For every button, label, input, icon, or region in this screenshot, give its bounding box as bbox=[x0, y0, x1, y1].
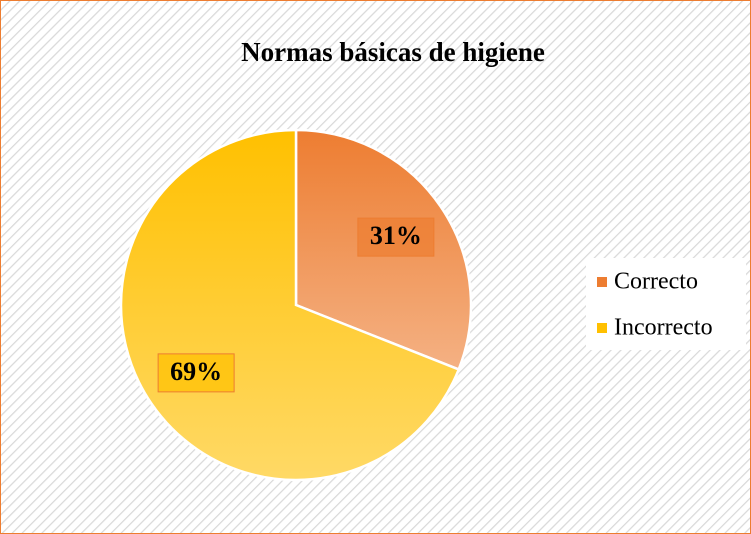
data-label-box bbox=[157, 353, 235, 393]
legend-label: Incorrecto bbox=[614, 315, 713, 341]
legend-box bbox=[586, 258, 746, 350]
chart-title: Normas básicas de higiene bbox=[241, 37, 545, 67]
legend-label: Correcto bbox=[614, 269, 698, 295]
legend-swatch bbox=[597, 323, 607, 333]
data-label-box bbox=[357, 217, 435, 257]
data-label: 31% bbox=[370, 221, 422, 250]
legend-swatch bbox=[597, 277, 607, 287]
slice bbox=[119, 128, 461, 482]
data-label: 69% bbox=[170, 357, 222, 386]
